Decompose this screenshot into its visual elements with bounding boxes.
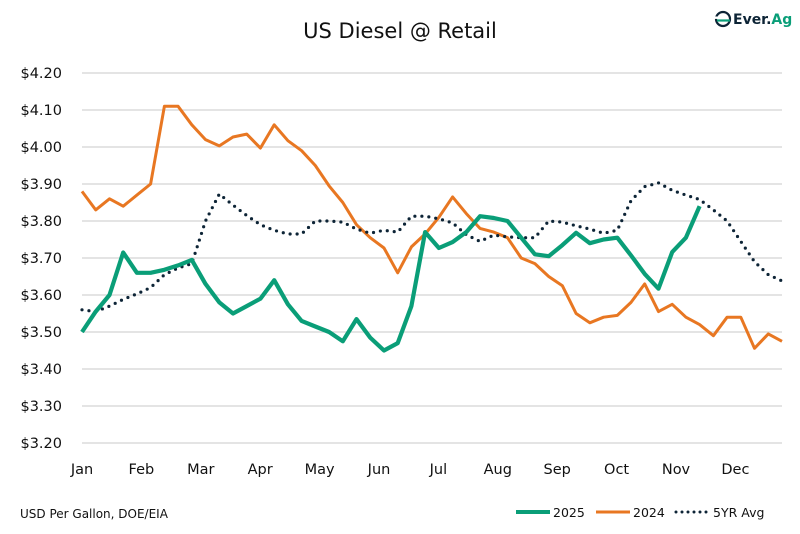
x-tick-label: Aug [484, 462, 512, 478]
x-axis: Jan Feb Mar Apr May Jun Jul Aug Sep Oct Nov Dec [70, 462, 750, 478]
y-axis: $3.20 $3.30 $3.40 $3.50 $3.60 $3.70 $3.80 $3.90… [20, 66, 62, 452]
legend-label: 2024 [633, 505, 665, 520]
x-tick-label: Sep [544, 462, 571, 478]
y-tick-label: $3.50 [20, 325, 62, 341]
y-tick-label: $3.70 [20, 251, 62, 267]
ever-ag-logo-icon [714, 10, 732, 28]
gridlines [82, 72, 782, 444]
logo: Ever.Ag [714, 10, 792, 28]
series-line-5yr-avg [80, 181, 784, 314]
x-tick-label: Feb [129, 462, 155, 478]
legend: 2025 2024 5YR Avg [516, 505, 764, 520]
legend-label: 2025 [553, 505, 585, 520]
legend-item: 2024 [596, 505, 665, 520]
x-tick-label: Dec [721, 462, 749, 478]
x-tick-label: Jun [367, 462, 391, 478]
x-tick-label: Apr [248, 462, 273, 478]
logo-text: Ever.Ag [733, 12, 792, 28]
series-line-2025 [80, 205, 702, 353]
legend-item: 5YR Avg [674, 505, 764, 520]
x-tick-label: Jul [429, 462, 448, 478]
x-tick-label: Jan [70, 462, 93, 478]
x-tick-label: May [305, 462, 335, 478]
legend-item: 2025 [516, 505, 585, 520]
x-tick-label: Nov [662, 462, 691, 478]
x-tick-label: Mar [187, 462, 214, 478]
y-tick-label: $4.20 [20, 66, 62, 82]
y-tick-label: $3.80 [20, 214, 62, 230]
series-line-2024 [80, 104, 783, 350]
y-tick-label: $3.90 [20, 177, 62, 193]
y-tick-label: $3.40 [20, 362, 62, 378]
chart-title: US Diesel @ Retail [303, 19, 497, 43]
y-tick-label: $3.30 [20, 399, 62, 415]
y-tick-label: $3.60 [20, 288, 62, 304]
source-note: USD Per Gallon, DOE/EIA [20, 507, 169, 521]
y-tick-label: $4.10 [20, 103, 62, 119]
x-tick-label: Oct [604, 462, 629, 478]
y-tick-label: $4.00 [20, 140, 62, 156]
legend-label: 5YR Avg [713, 505, 764, 520]
series-lines [80, 104, 784, 353]
y-tick-label: $3.20 [20, 436, 62, 452]
